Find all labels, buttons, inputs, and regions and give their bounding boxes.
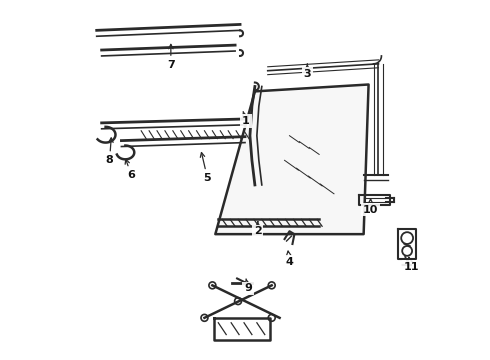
Polygon shape [215, 85, 368, 234]
Text: 8: 8 [106, 138, 113, 165]
Text: 7: 7 [167, 44, 175, 70]
Text: 9: 9 [244, 279, 252, 293]
Text: 2: 2 [254, 222, 262, 236]
Text: 5: 5 [200, 153, 211, 183]
Text: 4: 4 [286, 251, 294, 267]
Text: 10: 10 [363, 199, 378, 215]
Text: 3: 3 [303, 64, 311, 79]
Text: 1: 1 [242, 112, 250, 126]
Text: 6: 6 [125, 159, 135, 180]
Text: 11: 11 [403, 257, 419, 272]
